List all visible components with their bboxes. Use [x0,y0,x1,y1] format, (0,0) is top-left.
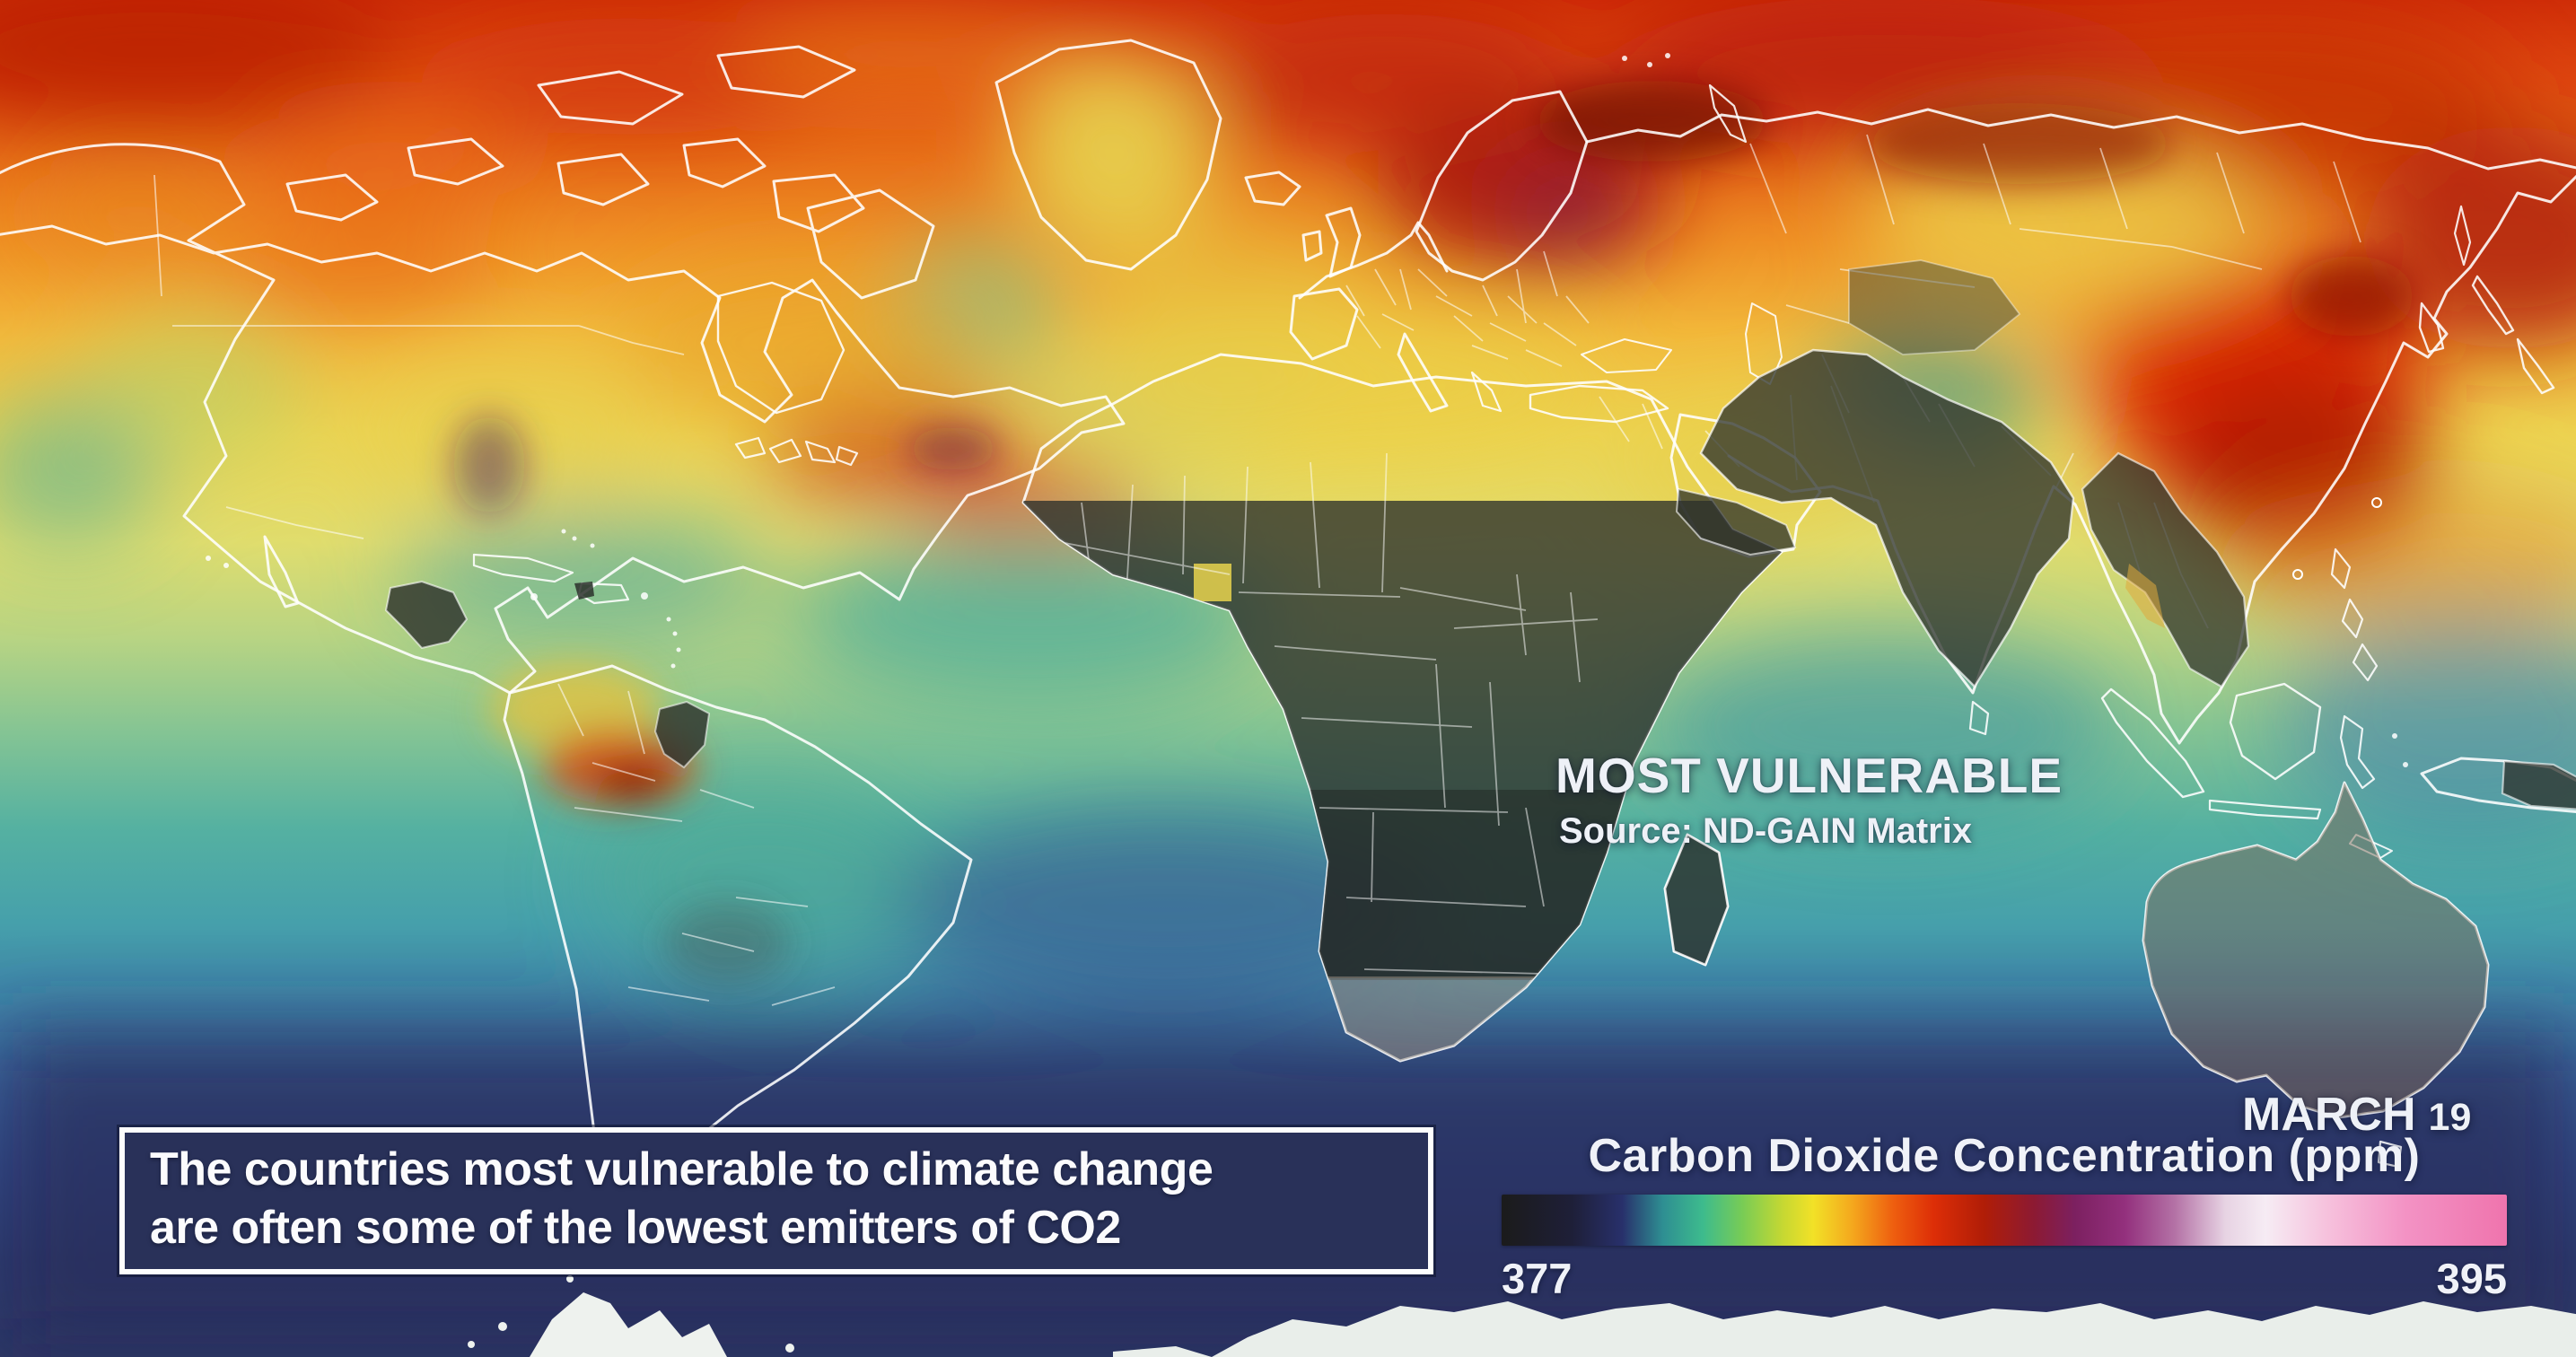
date-day: 19 [2428,1096,2472,1139]
legend-scale: 377 395 [1502,1254,2507,1303]
caption-line-1: The countries most vulnerable to climate… [150,1143,1214,1195]
south-america-coastline [503,664,973,1179]
great-lakes [734,436,859,467]
baja-california [263,535,300,608]
borneo [2229,682,2322,781]
australia-land-tint [2143,783,2488,1117]
java [2208,799,2322,820]
black-sea [1581,338,1672,373]
caption-line-2: are often some of the lowest emitters of… [150,1202,1121,1254]
arctic-islands [285,45,935,300]
legend-gradient-bar [1502,1195,2507,1246]
caption-box: The countries most vulnerable to climate… [119,1127,1433,1274]
italy [1397,332,1449,413]
date-label: MARCH 19 [2242,1088,2471,1142]
haiti-vulnerable [574,582,594,600]
iberia [1289,287,1359,361]
hudson-bay [716,281,846,415]
yemen-vulnerable [1675,487,1797,556]
legend-title: Carbon Dioxide Concentration (ppm) [1588,1130,2421,1182]
sulawesi [2339,714,2376,790]
thailand-gap [2125,564,2165,628]
ireland [1301,230,1323,262]
south-asia-vulnerable [1699,348,2075,688]
new-guinea [2420,757,2576,814]
antarctica-ice-sheet [1212,1301,2576,1357]
asia-coastline [1585,108,2576,171]
most-vulnerable-label: MOST VULNERABLE [1555,748,2063,803]
co2-legend: Carbon Dioxide Concentration (ppm) 377 3… [1502,1129,2507,1303]
papua-new-guinea-vulnerable [2501,759,2576,810]
greece [1470,371,1503,413]
novaya-zemlya [1708,83,1748,144]
cuba [472,553,574,583]
tasmania [2377,1140,2403,1169]
antarctic-peninsula [530,1292,727,1357]
europe-coastline [1298,221,1449,300]
date-month: MARCH [2242,1089,2416,1141]
sakhalin [2453,205,2472,267]
indochina-vulnerable [2081,451,2250,688]
sri-lanka [1968,700,1990,736]
scandinavia [1415,90,1589,282]
sumatra [2100,687,2205,799]
small-islands [206,53,2408,767]
antarctica-layer [468,1275,2576,1357]
japan [2471,275,2555,395]
greenland-coastline [994,39,1222,271]
source-label: Source: ND-GAIN Matrix [1559,811,1973,851]
central-asia-vulnerable [1848,259,2021,355]
turkey [1529,384,1669,424]
north-america-coastline [0,143,1126,695]
korea [2418,302,2445,354]
philippines [2330,547,2379,682]
central-america-vulnerable [384,580,469,650]
ghana-gap [1194,564,1231,601]
iceland [1244,171,1301,206]
legend-max-value: 395 [2436,1255,2507,1302]
legend-min-value: 377 [1502,1255,1573,1302]
guyana-vulnerable [653,700,711,769]
madagascar-vulnerable [1663,833,1730,967]
